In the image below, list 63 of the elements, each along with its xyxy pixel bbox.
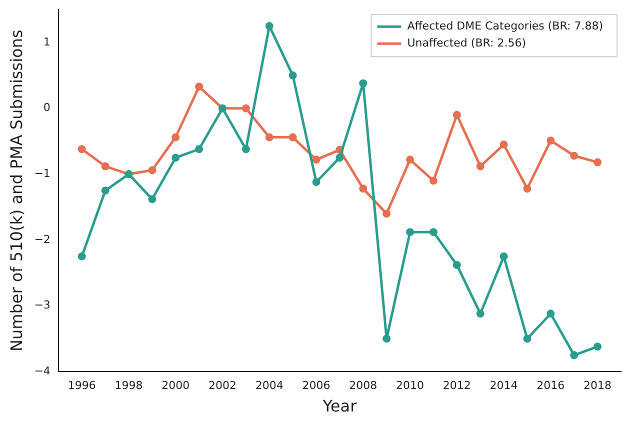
- point: [265, 22, 274, 30]
- point: [359, 79, 368, 88]
- y-tick-label: −1: [34, 167, 50, 180]
- point: [148, 195, 156, 204]
- point: [101, 162, 110, 170]
- x-tick-label: 2012: [442, 379, 471, 392]
- y-tick-label: −3: [34, 298, 50, 312]
- x-tick-label: 2002: [208, 379, 237, 392]
- x-tick-label: 2004: [255, 379, 284, 392]
- point: [101, 186, 110, 195]
- point: [546, 310, 555, 318]
- legend-label: Affected DME Categories (BR: 7.88): [407, 19, 604, 32]
- x-tick-label: 2000: [162, 379, 190, 392]
- x-tick-label: 2008: [349, 379, 378, 392]
- point: [172, 133, 180, 142]
- y-tick-label: 1: [43, 35, 50, 48]
- point: [500, 140, 508, 149]
- point: [195, 145, 204, 154]
- point: [382, 210, 391, 218]
- point: [406, 228, 414, 236]
- x-tick-label: 2018: [584, 379, 612, 392]
- point: [265, 133, 274, 142]
- point: [476, 162, 484, 170]
- point: [242, 145, 250, 154]
- point: [523, 334, 532, 343]
- point: [429, 176, 438, 185]
- point: [382, 334, 391, 343]
- legend-label: Unaffected (BR: 2.56): [407, 36, 526, 50]
- point: [148, 166, 156, 174]
- point: [288, 71, 297, 80]
- y-tick-label: −2: [34, 232, 50, 246]
- x-axis-title: Year: [322, 396, 358, 416]
- point: [546, 136, 555, 145]
- point: [500, 252, 508, 260]
- x-tick-label: 1998: [114, 379, 143, 392]
- point: [429, 228, 438, 236]
- point: [406, 156, 414, 164]
- y-tick-label: −4: [34, 364, 50, 378]
- x-tick-label: 1996: [68, 379, 96, 392]
- y-axis-title: Number of 510(k) and PMA Submissions: [6, 30, 26, 352]
- point: [242, 104, 250, 112]
- point: [312, 156, 320, 164]
- y-tick-label: 0: [43, 101, 50, 114]
- x-tick-label: 2016: [536, 379, 565, 392]
- point: [570, 351, 578, 360]
- point: [523, 184, 532, 193]
- point: [476, 310, 484, 318]
- point: [359, 184, 368, 193]
- point: [195, 82, 204, 91]
- x-tick-label: 2010: [396, 379, 424, 392]
- point: [78, 145, 86, 154]
- point: [172, 154, 180, 162]
- x-tick-label: 2006: [302, 379, 330, 392]
- point: [78, 252, 86, 260]
- point: [312, 178, 320, 186]
- point: [452, 260, 461, 269]
- point: [570, 152, 578, 160]
- point: [594, 158, 602, 166]
- point: [452, 110, 461, 119]
- point: [288, 133, 297, 142]
- point: [594, 342, 602, 351]
- x-tick-label: 2014: [490, 379, 518, 392]
- point: [336, 154, 344, 162]
